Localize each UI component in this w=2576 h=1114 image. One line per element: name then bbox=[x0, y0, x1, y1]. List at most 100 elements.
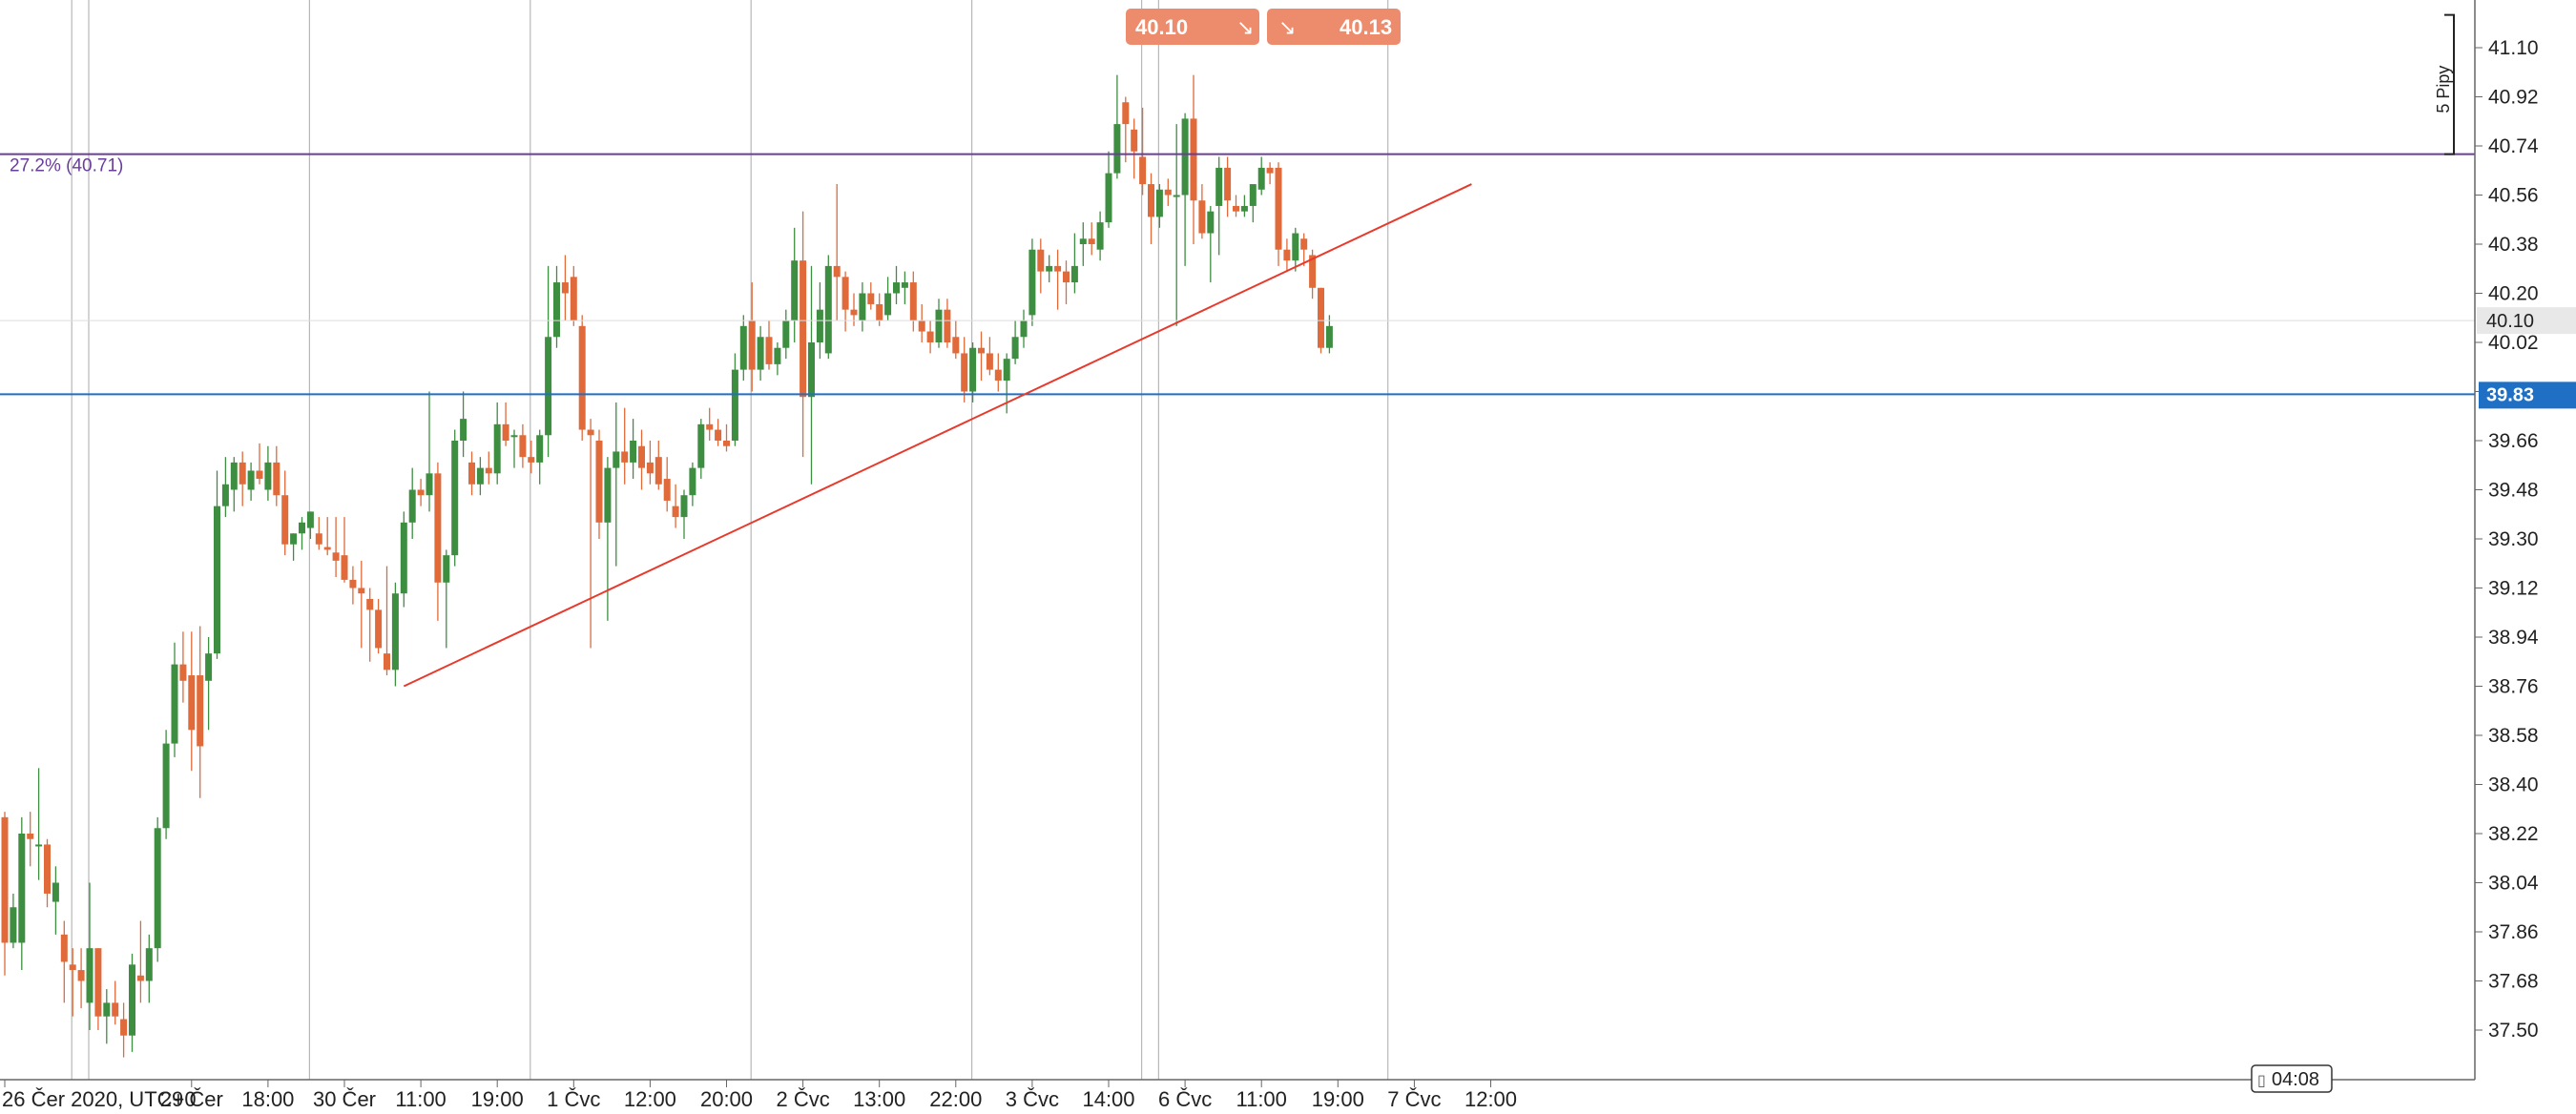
candle[interactable] bbox=[646, 441, 654, 485]
candle[interactable] bbox=[1164, 178, 1172, 206]
candle[interactable] bbox=[654, 441, 662, 490]
candles[interactable] bbox=[1, 74, 1333, 1058]
candle[interactable] bbox=[358, 560, 365, 649]
candle[interactable] bbox=[774, 342, 781, 376]
trade-badges[interactable]: 40.10 ↘ ↘ 40.13 bbox=[1126, 9, 1401, 45]
candle[interactable] bbox=[120, 1002, 128, 1058]
candle[interactable] bbox=[154, 816, 161, 962]
candle[interactable] bbox=[782, 309, 790, 360]
candle[interactable] bbox=[205, 637, 213, 731]
candle[interactable] bbox=[824, 255, 832, 360]
candle[interactable] bbox=[35, 768, 43, 880]
candle[interactable] bbox=[44, 838, 51, 908]
candle[interactable] bbox=[384, 566, 390, 676]
candle[interactable] bbox=[281, 470, 289, 556]
candle[interactable] bbox=[587, 419, 594, 649]
candle[interactable] bbox=[613, 402, 620, 567]
candle[interactable] bbox=[468, 451, 475, 496]
candle[interactable] bbox=[408, 467, 416, 539]
candle[interactable] bbox=[1233, 195, 1239, 217]
candle[interactable] bbox=[485, 451, 492, 485]
candle[interactable] bbox=[60, 920, 68, 1003]
candle[interactable] bbox=[715, 419, 722, 446]
candle[interactable] bbox=[162, 730, 170, 839]
candle[interactable] bbox=[434, 462, 442, 621]
candle[interactable] bbox=[884, 277, 892, 321]
candle[interactable] bbox=[536, 429, 544, 485]
candle[interactable] bbox=[426, 391, 433, 512]
candle[interactable] bbox=[961, 337, 968, 402]
candle[interactable] bbox=[1054, 249, 1062, 310]
candle[interactable] bbox=[893, 265, 900, 304]
candle[interactable] bbox=[94, 948, 102, 1030]
candle[interactable] bbox=[1, 812, 9, 976]
candle[interactable] bbox=[926, 320, 934, 354]
candle[interactable] bbox=[680, 489, 688, 540]
candle[interactable] bbox=[808, 265, 815, 485]
candle[interactable] bbox=[264, 445, 272, 501]
candle[interactable] bbox=[214, 470, 220, 659]
candle[interactable] bbox=[1011, 320, 1019, 364]
candle[interactable] bbox=[400, 511, 407, 608]
candle[interactable] bbox=[578, 315, 586, 441]
price-axis[interactable]: 41.1040.9240.7440.5640.3840.2040.0239.84… bbox=[2475, 37, 2539, 1042]
candle[interactable] bbox=[27, 812, 34, 867]
candle[interactable] bbox=[867, 282, 875, 310]
candle[interactable] bbox=[510, 429, 518, 468]
candle[interactable] bbox=[197, 626, 204, 798]
candle[interactable] bbox=[1020, 309, 1028, 348]
candle[interactable] bbox=[765, 320, 773, 370]
candle[interactable] bbox=[1028, 238, 1036, 326]
candle[interactable] bbox=[332, 517, 340, 578]
buy-button[interactable] bbox=[1267, 9, 1401, 45]
candle[interactable] bbox=[723, 423, 730, 452]
candle[interactable] bbox=[1070, 233, 1078, 294]
candle[interactable] bbox=[663, 457, 671, 512]
candle[interactable] bbox=[323, 517, 331, 556]
candle[interactable] bbox=[1300, 233, 1308, 266]
candle[interactable] bbox=[443, 549, 450, 649]
candle[interactable] bbox=[841, 271, 849, 332]
range-marker[interactable]: 5 Pipy bbox=[2434, 13, 2455, 155]
candle[interactable] bbox=[833, 184, 841, 321]
candle[interactable] bbox=[621, 407, 629, 485]
candle[interactable] bbox=[341, 517, 348, 583]
candle[interactable] bbox=[315, 517, 322, 550]
candle[interactable] bbox=[1088, 222, 1095, 256]
candle[interactable] bbox=[604, 457, 612, 621]
candle[interactable] bbox=[1249, 184, 1257, 223]
candle[interactable] bbox=[519, 423, 527, 468]
candle[interactable] bbox=[553, 265, 560, 348]
candle[interactable] bbox=[918, 303, 925, 342]
candle[interactable] bbox=[909, 271, 917, 332]
candle[interactable] bbox=[86, 882, 93, 1031]
candle[interactable] bbox=[460, 391, 467, 458]
candle[interactable] bbox=[417, 479, 425, 506]
candle[interactable] bbox=[1283, 238, 1291, 272]
candle[interactable] bbox=[221, 457, 229, 518]
candle[interactable] bbox=[561, 255, 569, 321]
candle[interactable] bbox=[1224, 156, 1232, 217]
candle[interactable] bbox=[1266, 162, 1274, 185]
candle[interactable] bbox=[112, 980, 119, 1025]
candle[interactable] bbox=[273, 445, 280, 506]
candle[interactable] bbox=[1173, 124, 1180, 326]
candle[interactable] bbox=[944, 299, 951, 348]
candle[interactable] bbox=[366, 588, 374, 662]
candle[interactable] bbox=[306, 511, 314, 539]
candle[interactable] bbox=[239, 451, 246, 506]
candle[interactable] bbox=[935, 299, 943, 348]
candle[interactable] bbox=[800, 211, 807, 458]
candle[interactable] bbox=[299, 517, 305, 550]
candle[interactable] bbox=[952, 320, 960, 360]
candle[interactable] bbox=[1198, 184, 1206, 239]
candle[interactable] bbox=[731, 353, 738, 446]
candle[interactable] bbox=[859, 282, 866, 332]
candle[interactable] bbox=[570, 265, 577, 326]
candle[interactable] bbox=[230, 457, 238, 512]
candle[interactable] bbox=[1079, 222, 1087, 266]
candle[interactable] bbox=[1240, 195, 1248, 217]
candle[interactable] bbox=[528, 441, 535, 474]
candle[interactable] bbox=[1148, 173, 1154, 244]
